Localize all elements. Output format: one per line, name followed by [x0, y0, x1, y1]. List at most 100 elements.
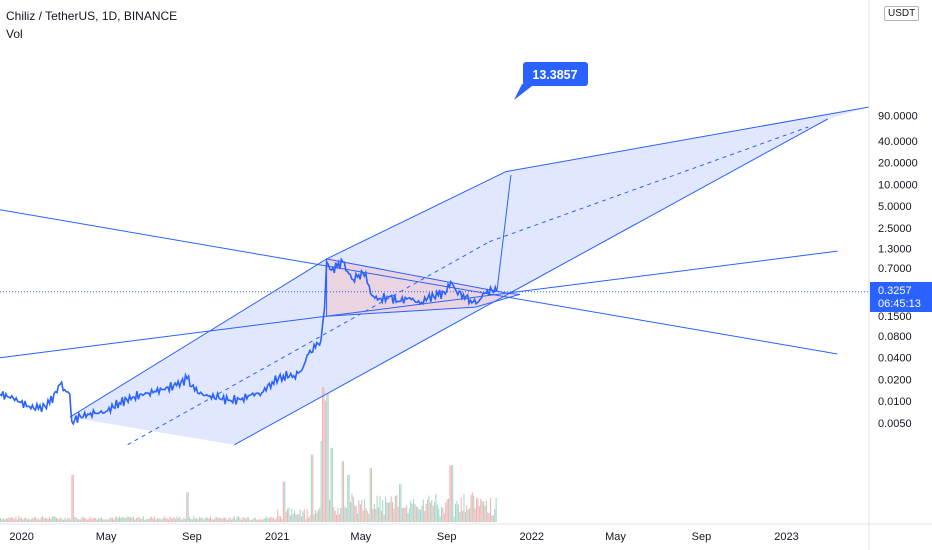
volume-bar — [218, 518, 220, 522]
volume-bar — [476, 498, 478, 522]
volume-bar — [51, 516, 53, 522]
price-tick-label: 20.0000 — [878, 158, 918, 170]
volume-bar — [96, 519, 98, 522]
volume-bar — [182, 519, 184, 522]
volume-bar — [140, 519, 142, 522]
volume-bar — [287, 508, 289, 522]
trend-line-1[interactable] — [0, 209, 838, 355]
volume-bar — [457, 504, 459, 522]
projection-line[interactable] — [496, 175, 512, 292]
volume-bar — [252, 519, 254, 522]
volume-bar — [54, 516, 56, 522]
volume-bar — [292, 514, 294, 522]
channel-upper-line[interactable] — [326, 171, 507, 260]
symbol-title[interactable]: Chiliz / TetherUS, 1D, BINANCE — [6, 9, 178, 23]
volume-bar — [439, 516, 441, 522]
volume-bar — [380, 510, 382, 522]
drawing-lines[interactable] — [0, 106, 870, 446]
volume-bar — [124, 517, 126, 522]
volume-bar — [414, 504, 416, 522]
channel-upper-line[interactable] — [69, 258, 327, 418]
volume-bar — [82, 516, 84, 522]
volume-bar — [99, 518, 101, 522]
volume-bar — [184, 518, 186, 522]
volume-bar — [326, 393, 328, 523]
volume-bar — [429, 502, 431, 522]
volume-bar — [450, 465, 452, 522]
volume-bar — [385, 497, 387, 522]
volume-bar — [12, 517, 14, 522]
volume-bar — [362, 510, 364, 522]
trend-line-2[interactable] — [0, 250, 838, 359]
volume-bar — [201, 517, 203, 522]
volume-bar — [155, 519, 157, 522]
channel-median-line[interactable] — [489, 126, 809, 243]
time-tick-label: May — [350, 531, 371, 543]
volume-bar — [452, 465, 454, 522]
volume-bar — [312, 454, 314, 522]
volume-bar — [317, 509, 319, 522]
volume-bar — [158, 518, 160, 522]
last-price-badge: 0.3257 06:45:13 — [870, 282, 932, 312]
volume-bar — [200, 517, 202, 522]
volume-bar — [355, 505, 357, 522]
volume-bar — [294, 510, 296, 522]
volume-bar — [131, 517, 133, 522]
volume-bar — [91, 519, 93, 522]
volume-bar — [63, 519, 65, 522]
volume-bar — [5, 517, 7, 522]
volume-bar — [120, 518, 122, 522]
volume-bar — [471, 492, 473, 522]
volume-bar — [411, 503, 413, 522]
volume-bar — [298, 514, 300, 522]
volume-bar — [394, 496, 396, 522]
volume-legend[interactable]: Vol — [6, 27, 23, 41]
volume-bar — [280, 516, 282, 522]
volume-bar — [78, 519, 80, 522]
volume-bar — [418, 509, 420, 522]
volume-bar — [81, 517, 83, 522]
volume-bar — [393, 508, 395, 522]
volume-bar — [92, 517, 94, 522]
volume-bar — [85, 518, 87, 522]
volume-bar — [26, 519, 28, 522]
time-tick-label: May — [605, 531, 626, 543]
volume-bar — [226, 520, 228, 522]
volume-bar — [316, 512, 318, 522]
volume-bar — [274, 519, 276, 522]
volume-bar — [329, 499, 331, 522]
volume-bar — [70, 519, 72, 522]
volume-bar — [175, 519, 177, 522]
volume-bar — [449, 465, 451, 522]
currency-selector[interactable]: USDT — [884, 6, 920, 21]
volume-bar — [7, 518, 9, 522]
volume-bar — [103, 519, 105, 522]
volume-bar — [102, 518, 104, 522]
volume-bar — [460, 497, 462, 522]
volume-bar — [397, 506, 399, 522]
regression-channel[interactable] — [69, 107, 871, 445]
volume-bar — [344, 506, 346, 522]
channel-lower-line[interactable] — [234, 306, 485, 446]
target-callout[interactable]: 13.3857 — [514, 62, 588, 100]
time-axis[interactable]: 2020 May Sep 2021 May Sep 2022 May Sep 2023 — [9, 531, 798, 543]
volume-bar — [261, 519, 263, 522]
volume-bar — [434, 501, 436, 522]
volume-bar — [47, 518, 49, 522]
volume-bar — [441, 506, 443, 522]
volume-bar — [413, 499, 415, 522]
channel-lower-line[interactable] — [484, 118, 828, 308]
volume-bar — [277, 509, 279, 522]
volume-bar — [176, 516, 178, 522]
volume-bar — [310, 454, 312, 522]
channel-upper-line[interactable] — [505, 106, 870, 173]
channel-median-line[interactable] — [127, 241, 490, 446]
price-axis[interactable]: 90.0000 40.0000 20.0000 10.0000 5.0000 2.5000… — [878, 110, 918, 430]
volume-bar — [481, 501, 483, 522]
volume-bar — [238, 516, 240, 522]
volume-bar — [446, 499, 448, 522]
volume-bar — [427, 499, 429, 522]
volume-bar — [138, 517, 140, 522]
volume-bar — [456, 501, 458, 522]
